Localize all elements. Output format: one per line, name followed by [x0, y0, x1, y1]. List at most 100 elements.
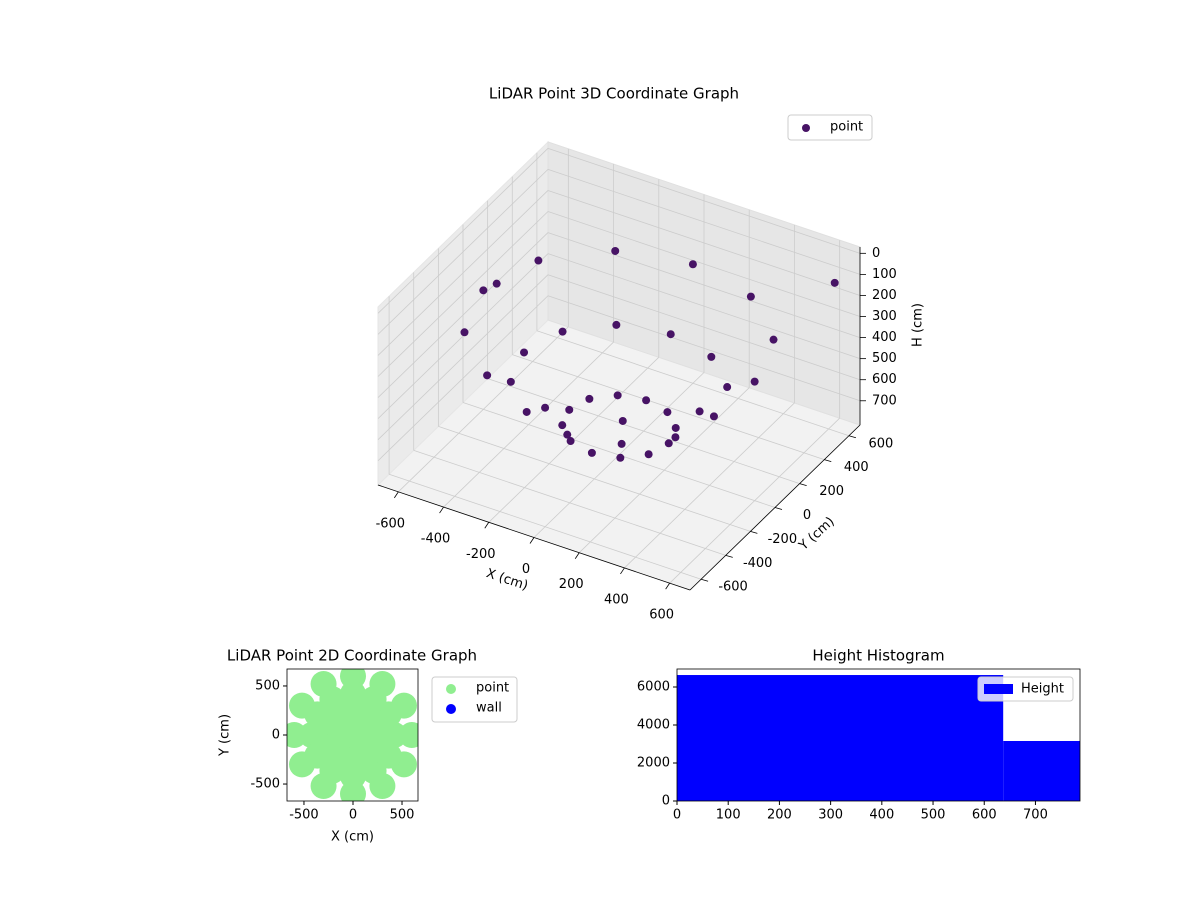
- grid-line: [377, 169, 549, 335]
- legend-patch: [984, 684, 1013, 694]
- x-tick-label: 600: [972, 808, 997, 823]
- grid-line: [512, 354, 825, 461]
- legend-label: Height: [1021, 682, 1064, 697]
- grid-line: [547, 232, 861, 338]
- x-tick-label: 200: [559, 577, 584, 592]
- point: [671, 423, 680, 432]
- x-tick-label: 0: [522, 562, 530, 577]
- y-tick-label: 600: [868, 436, 893, 451]
- grid-line: [547, 190, 861, 296]
- z-tick-label: 700: [872, 393, 897, 408]
- point: [688, 260, 697, 269]
- point: [339, 722, 366, 748]
- x-tick-label: 200: [767, 808, 792, 823]
- chart-title: LiDAR Point 2D Coordinate Graph: [227, 647, 477, 665]
- chart-title: LiDAR Point 3D Coordinate Graph: [489, 85, 739, 103]
- grid-line: [413, 449, 726, 556]
- point: [585, 394, 594, 403]
- legend-box: [787, 114, 873, 141]
- x-axis-label: X (cm): [331, 830, 374, 845]
- point: [617, 439, 626, 448]
- x-tick-label: 0: [349, 808, 357, 823]
- y-axis-label: Y (cm): [218, 714, 233, 757]
- point: [558, 327, 567, 336]
- point: [298, 722, 325, 748]
- bar: [1003, 740, 1080, 801]
- x-tick-label: -600: [376, 516, 406, 531]
- point: [666, 330, 675, 339]
- legend-marker: [802, 124, 810, 132]
- axes-frame: [676, 668, 1081, 802]
- point: [695, 407, 704, 416]
- grid-line: [547, 253, 861, 360]
- point: [707, 352, 716, 361]
- grid-line: [377, 295, 549, 462]
- x-tick-label: 0: [673, 808, 681, 823]
- tick-mark: [750, 531, 758, 534]
- point: [830, 278, 839, 287]
- x-tick-label: -500: [289, 808, 319, 823]
- tick-mark: [439, 506, 444, 514]
- point: [381, 722, 408, 748]
- y-tick-label: -600: [718, 580, 748, 595]
- grid-line: [438, 426, 751, 532]
- legend-label: point: [830, 120, 863, 135]
- tick-mark: [848, 435, 857, 439]
- grid-line: [377, 211, 549, 377]
- x-tick-label: 600: [649, 608, 674, 623]
- grid-line: [547, 295, 861, 402]
- grid-line: [536, 330, 850, 437]
- x-tick-label: 100: [716, 808, 741, 823]
- point: [663, 408, 672, 417]
- point: [618, 416, 627, 425]
- chart-title: Height Histogram: [812, 647, 944, 665]
- y-tick-label: 0: [272, 728, 280, 743]
- legend-label: point: [476, 681, 509, 696]
- y-tick-label: -200: [768, 532, 798, 547]
- y-tick-label: -500: [250, 777, 280, 792]
- y-tick-label: 400: [844, 460, 869, 475]
- tick-mark: [394, 491, 399, 499]
- tick-mark: [574, 552, 580, 559]
- tick-mark: [725, 554, 733, 558]
- point: [460, 328, 469, 337]
- point: [746, 292, 755, 301]
- point: [563, 430, 572, 439]
- tick-mark: [824, 459, 832, 463]
- y-tick-label: 200: [819, 484, 844, 499]
- x-tick-label: 700: [1023, 808, 1048, 823]
- point: [566, 437, 575, 446]
- point: [723, 383, 732, 392]
- bar: [677, 675, 1004, 801]
- y-tick-label: 500: [255, 678, 280, 693]
- y-tick-label: -400: [743, 556, 773, 571]
- y-tick-label: 2000: [637, 755, 670, 770]
- z-tick-label: 0: [872, 246, 880, 261]
- grid-line: [377, 148, 549, 314]
- y-axis: [689, 424, 861, 591]
- grid-line: [377, 274, 549, 440]
- z-tick-label: 400: [872, 330, 897, 345]
- point: [506, 377, 515, 386]
- y-tick-label: 0: [662, 794, 670, 809]
- point: [587, 448, 596, 457]
- point: [611, 246, 620, 255]
- legend-marker: [446, 684, 456, 694]
- point: [613, 391, 622, 400]
- x-tick-label: 500: [390, 808, 415, 823]
- tick-mark: [484, 522, 490, 529]
- x-tick-label: 500: [921, 808, 946, 823]
- point: [565, 405, 574, 414]
- point: [339, 680, 366, 707]
- x-tick-label: 300: [818, 808, 843, 823]
- point: [644, 450, 653, 459]
- z-tick-label: 100: [872, 267, 897, 282]
- grid-line: [547, 274, 861, 381]
- z-axis-label: H (cm): [911, 303, 926, 347]
- point: [750, 377, 759, 386]
- grid-line: [377, 232, 549, 398]
- point: [769, 335, 778, 344]
- tick-mark: [774, 507, 783, 510]
- tick-mark: [529, 537, 535, 544]
- grid-line: [377, 253, 549, 419]
